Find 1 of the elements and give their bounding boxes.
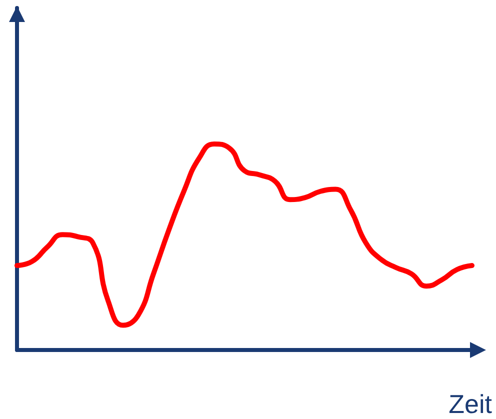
x-axis-title: Zeit: [448, 389, 493, 419]
